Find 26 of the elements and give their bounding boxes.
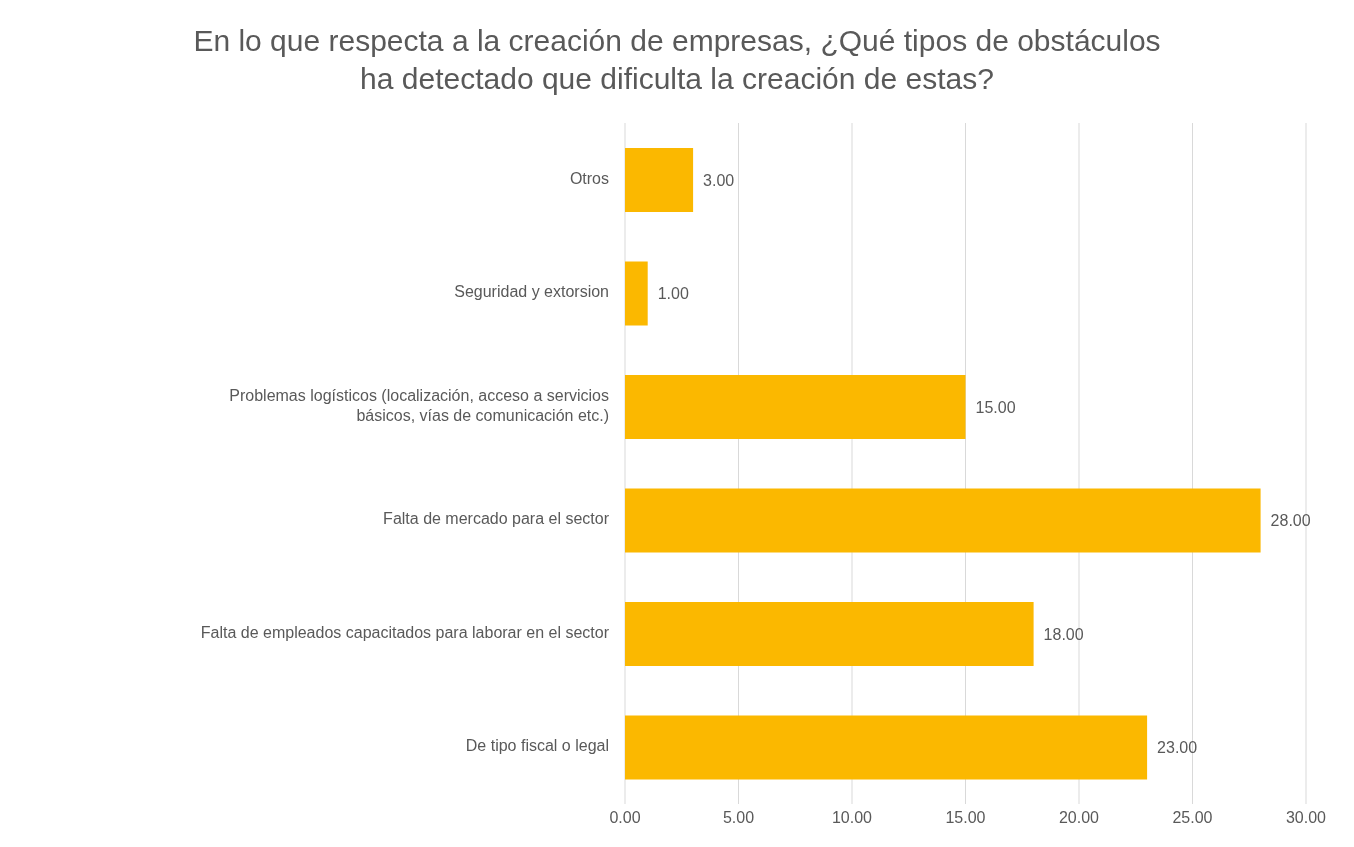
x-tick-label: 15.00 xyxy=(945,809,986,827)
y-tick-label: Falta de mercado para el sector xyxy=(383,510,610,528)
bar xyxy=(625,147,694,212)
bar xyxy=(625,261,648,326)
data-label: 1.00 xyxy=(657,285,689,303)
y-tick-label: Problemas logísticos (localización, acceso a servicios básicos, vías de comunicación etc.) xyxy=(229,386,609,424)
bar xyxy=(625,488,1261,553)
bar xyxy=(625,601,1034,666)
x-tick-label: 5.00 xyxy=(722,809,755,827)
data-label: 18.00 xyxy=(1043,625,1084,643)
x-tick-label: 30.00 xyxy=(1285,809,1327,827)
y-tick-label: Otros xyxy=(569,169,609,187)
x-tick-label: 25.00 xyxy=(1172,809,1213,827)
chart-title: En lo que respecta a la creación de empresas, ¿Qué tipos de obstáculos ha detectado que dificulta la creación de estas? xyxy=(192,23,1162,97)
x-tick-label: 0.00 xyxy=(609,809,641,827)
data-label: 28.00 xyxy=(1270,512,1311,530)
y-tick-label: Falta de empleados capacitados para laborar en el sector xyxy=(200,623,610,641)
x-tick-label: 20.00 xyxy=(1058,809,1100,827)
data-label: 3.00 xyxy=(703,171,735,189)
bar xyxy=(625,374,966,439)
data-label: 23.00 xyxy=(1157,739,1198,757)
data-label: 15.00 xyxy=(975,398,1016,416)
y-tick-label: Seguridad y extorsion xyxy=(454,283,609,301)
bar xyxy=(625,715,1148,780)
y-tick-label: De tipo fiscal o legal xyxy=(465,737,609,755)
x-tick-label: 10.00 xyxy=(831,809,873,827)
